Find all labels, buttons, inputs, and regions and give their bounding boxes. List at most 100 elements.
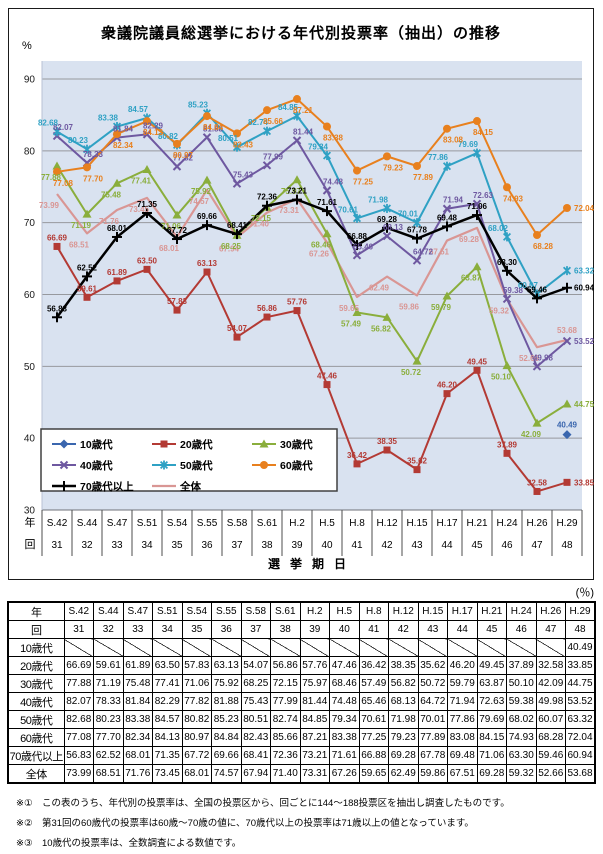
data-label-age20s: 59.61 [77,284,98,293]
x-tick-year: H.26 [526,518,548,529]
data-label-age70plus: 73.21 [287,187,308,196]
series-marker [323,381,331,389]
data-label-age40s: 81.44 [293,127,314,136]
data-label-age60s: 84.15 [473,128,494,137]
data-label-age70plus: 68.01 [107,224,128,233]
table-cell: 50.10 [506,674,537,693]
table-cell: 71.98 [388,710,419,729]
x-tick-round: 47 [531,540,543,551]
table-cell: 72.04 [565,728,596,747]
table-cell: 57.49 [358,674,389,693]
data-label-age20s: 63.13 [197,259,218,268]
table-cell: 38 [270,620,301,639]
data-label-age60s: 77.89 [413,173,434,182]
data-label-age60s: 82.43 [233,140,254,149]
data-label-age30s: 56.82 [371,324,392,333]
x-tick-year: S.55 [197,518,218,529]
data-label-age20s: 49.45 [467,357,488,366]
data-label-age50s: 82.74 [248,118,269,127]
table-cell: 67.26 [329,764,360,784]
table-cell: 73.31 [299,764,330,784]
table-cell: 71.61 [329,746,360,765]
table-cell: 82.29 [152,692,183,711]
table-cell: S.54 [181,601,212,621]
table-cell: 57.83 [181,656,212,675]
series-marker [202,220,212,231]
series-marker [203,112,211,121]
series-marker [322,151,332,161]
table-cell: 78.33 [93,692,124,711]
series-marker [383,152,391,161]
x-tick-year: S.54 [167,518,188,529]
data-label-age50s: 80.23 [68,136,89,145]
series-marker [202,175,212,184]
legend-item-age50s: 50歳代 [152,459,213,472]
table-cell: 73.21 [299,746,330,765]
series-marker [472,210,482,221]
legend-label: 20歳代 [180,438,213,451]
series-marker [352,240,362,251]
data-label-age70plus: 66.88 [347,232,368,241]
x-tick-round: 44 [441,540,453,551]
table-cell: 84.15 [476,728,507,747]
data-label-age10s: 40.49 [557,421,578,430]
table-cell: 34 [152,620,183,639]
data-label-age50s: 85.23 [188,100,209,109]
x-tick-year: S.61 [257,518,278,529]
table-cell-not-applicable [388,638,419,657]
table-cell: H.26 [535,601,566,621]
data-label-age70plus: 62.52 [77,263,98,272]
y-tick-label: 30 [24,506,36,517]
table-cell: 83.38 [329,728,360,747]
series-marker [113,130,121,139]
data-label-overall: 73.31 [279,206,300,215]
data-label-age40s: 77.99 [263,152,284,161]
table-cell: 74.48 [329,692,360,711]
series-marker [112,231,122,242]
legend-item-age70plus: 70歳代以上 [52,480,134,493]
data-label-age20s: 46.20 [437,381,458,390]
table-cell-not-applicable [181,638,212,657]
series-marker [563,204,571,213]
table-cell: S.51 [152,601,183,621]
data-label-age20s: 47.46 [317,372,338,381]
table-cell: 43 [417,620,448,639]
data-label-age20s: 63.50 [137,256,158,265]
table-cell: 63.32 [565,710,596,729]
data-label-age30s: 72.15 [251,214,272,223]
x-axis-year-row-label: 年 [25,515,36,529]
table-cell: S.61 [270,601,301,621]
data-label-age60s: 80.97 [173,151,194,160]
series-marker [353,166,361,175]
data-label-overall: 71.76 [99,217,120,226]
table-cell: 59.79 [447,674,478,693]
series-marker [352,213,362,223]
x-tick-year: S.42 [47,518,68,529]
data-label-overall: 73.99 [39,201,60,210]
table-cell: 82.43 [240,728,271,747]
table-cell: H.17 [447,601,478,621]
table-cell: 67.94 [240,764,271,784]
legend-item-age30s: 30歳代 [252,438,313,451]
series-marker [562,282,572,293]
table-cell: 32.58 [535,656,566,675]
row-header-year: 年 [7,601,65,621]
series-marker [232,142,242,152]
table-cell: 77.25 [358,728,389,747]
row-header-age30s: 30歳代 [7,674,65,693]
data-label-age60s: 87.21 [293,106,314,115]
table-cell: 77.41 [152,674,183,693]
series-marker [293,307,301,315]
x-tick-round: 46 [501,540,513,551]
table-cell: 73.99 [63,764,94,784]
table-cell: 83.38 [122,710,153,729]
series-marker [160,440,168,448]
table-cell: 44.75 [565,674,596,693]
series-marker [52,161,62,170]
table-cell: 45 [476,620,507,639]
table-cell: 68.02 [506,710,537,729]
data-label-overall: 53.68 [557,326,578,335]
series-marker [563,478,571,486]
series-marker [413,466,421,474]
data-label-age60s: 82.34 [113,141,134,150]
